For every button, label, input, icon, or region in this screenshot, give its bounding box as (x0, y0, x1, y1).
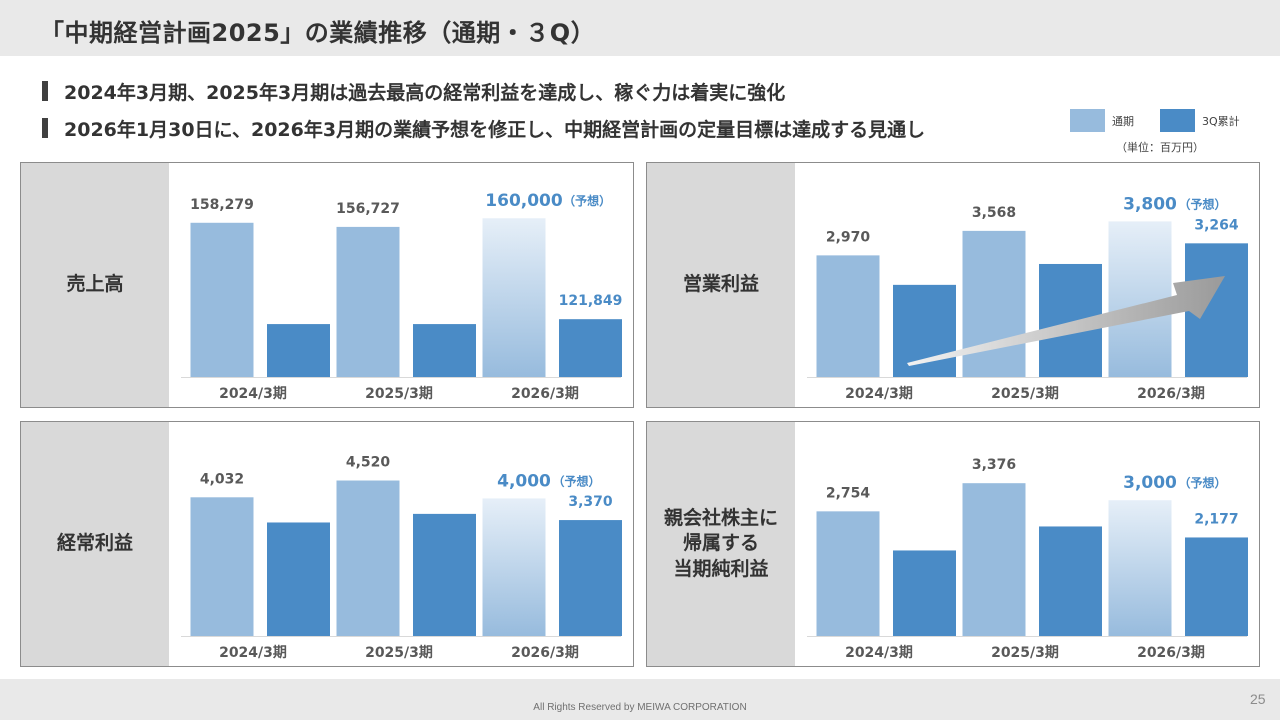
bar-q3-cumulative (559, 319, 622, 377)
bar-full-year (482, 218, 546, 377)
data-label-q3: 2,177 (1194, 511, 1238, 527)
forecast-note-label: （予想） (1178, 196, 1226, 211)
bar-q3-cumulative (267, 522, 330, 636)
chart-net-income: 2,754 2024/3期 3,376 2025/3期 3,000 （予想） 2,177 20… (807, 457, 1248, 661)
panel-label: 親会社株主に 帰属する 当期純利益 (663, 506, 778, 580)
x-tick-label: 2024/3期 (219, 645, 287, 661)
panel-label-background (647, 163, 795, 407)
bar-full-year (816, 511, 880, 636)
copyright-text: All Rights Reserved by MEIWA CORPORATION (533, 702, 747, 713)
forecast-note-label: （予想） (1178, 475, 1226, 490)
bar-q3-cumulative (893, 284, 956, 377)
bar-full-year (962, 230, 1026, 377)
legend-label-full-year: 通期 (1112, 115, 1134, 128)
bar-full-year (816, 255, 880, 377)
footer-bar (0, 679, 1280, 720)
chart-sales: 158,279 2024/3期 156,727 2025/3期 160,000 （予想） 1… (181, 191, 623, 402)
data-label-forecast: 4,000 (497, 471, 551, 491)
x-tick-label: 2025/3期 (365, 645, 433, 661)
bullet-item: 2026年1月30日に、2026年3月期の業績予想を修正し、中期経営計画の定量目… (42, 115, 926, 142)
bullet-marker (42, 118, 48, 138)
panel-label-background (21, 163, 169, 407)
data-label-full-year: 156,727 (336, 201, 400, 217)
chart-legend: 通期 3Q累計 (1070, 109, 1260, 132)
chart-ordinary-profit: 4,032 2024/3期 4,520 2025/3期 4,000 （予想） 3,370 20… (181, 455, 622, 661)
bar-full-year (482, 498, 546, 636)
chart-panel-sales: 売上高 158,279 2024/3期 156,727 2025/3期 160,000 （… (20, 162, 634, 408)
data-label-forecast: 160,000 (485, 191, 563, 211)
bar-full-year (962, 483, 1026, 636)
page-number: 25 (1250, 691, 1266, 707)
x-tick-label: 2026/3期 (1137, 386, 1205, 402)
title-bar: 「中期経営計画2025」の業績推移（通期・３Q） (0, 0, 1280, 56)
panel-label: 売上高 (66, 273, 124, 296)
bar-q3-cumulative (413, 513, 476, 636)
bullet-text: 2024年3月期、2025年3月期は過去最高の経常利益を達成し、稼ぐ力は着実に強… (64, 82, 786, 104)
x-tick-label: 2026/3期 (511, 645, 579, 661)
x-tick-label: 2025/3期 (991, 386, 1059, 402)
chart-panel-net-income: 親会社株主に 帰属する 当期純利益 2,754 2024/3期 3,376 2025/… (646, 421, 1260, 667)
data-label-full-year: 4,520 (346, 455, 391, 471)
bar-q3-cumulative (267, 324, 330, 377)
data-label-full-year: 158,279 (190, 197, 254, 213)
bar-q3-cumulative (1185, 537, 1248, 636)
legend-swatch-q3 (1160, 109, 1195, 132)
growth-arrow (907, 276, 1225, 366)
data-label-forecast: 3,000 (1123, 473, 1177, 493)
bullet-marker (42, 81, 48, 101)
data-label-q3: 121,849 (559, 293, 623, 309)
bar-full-year (1108, 500, 1172, 636)
data-label-forecast: 3,800 (1123, 194, 1177, 214)
bullet-text: 2026年1月30日に、2026年3月期の業績予想を修正し、中期経営計画の定量目… (64, 119, 926, 141)
data-label-full-year: 2,754 (826, 485, 871, 501)
chart-panel-ordinary-profit: 経常利益 4,032 2024/3期 4,520 2025/3期 4,000 （予想） 3,… (20, 421, 634, 667)
forecast-note-label: （予想） (563, 193, 611, 208)
chart-panel-operating-profit: 営業利益 2,970 2024/3期 3,568 2025/3期 3,800 （予想） 3,… (646, 162, 1260, 408)
bar-full-year (336, 226, 400, 377)
bar-full-year (190, 497, 254, 636)
data-label-full-year: 3,568 (972, 205, 1016, 221)
panel-label: 経常利益 (56, 532, 133, 555)
legend-swatch-full-year (1070, 109, 1105, 132)
bar-q3-cumulative (893, 550, 956, 636)
x-tick-label: 2024/3期 (845, 645, 913, 661)
x-tick-label: 2024/3期 (845, 386, 913, 402)
bar-full-year (190, 222, 254, 377)
bar-q3-cumulative (559, 520, 622, 636)
data-label-full-year: 4,032 (200, 471, 244, 487)
x-tick-label: 2025/3期 (365, 386, 433, 402)
x-tick-label: 2025/3期 (991, 645, 1059, 661)
data-label-q3: 3,264 (1194, 217, 1239, 233)
unit-note: （単位：百万円） (1116, 141, 1204, 154)
slide-title: 「中期経営計画2025」の業績推移（通期・３Q） (40, 19, 596, 47)
x-tick-label: 2026/3期 (1137, 645, 1205, 661)
panel-label: 営業利益 (682, 273, 759, 296)
bar-q3-cumulative (413, 324, 476, 377)
bar-full-year (336, 480, 400, 636)
legend-label-q3: 3Q累計 (1202, 115, 1240, 128)
bar-q3-cumulative (1039, 526, 1102, 636)
forecast-note-label: （予想） (552, 473, 600, 488)
data-label-q3: 3,370 (568, 494, 613, 510)
x-tick-label: 2024/3期 (219, 386, 287, 402)
data-label-full-year: 3,376 (972, 457, 1016, 473)
data-label-full-year: 2,970 (826, 229, 871, 245)
bullet-item: 2024年3月期、2025年3月期は過去最高の経常利益を達成し、稼ぐ力は着実に強… (42, 78, 786, 105)
panel-label-background (21, 422, 169, 666)
panel-label-background (647, 422, 795, 666)
x-tick-label: 2026/3期 (511, 386, 579, 402)
chart-operating-profit: 2,970 2024/3期 3,568 2025/3期 3,800 （予想） 3,264 20… (807, 194, 1248, 402)
